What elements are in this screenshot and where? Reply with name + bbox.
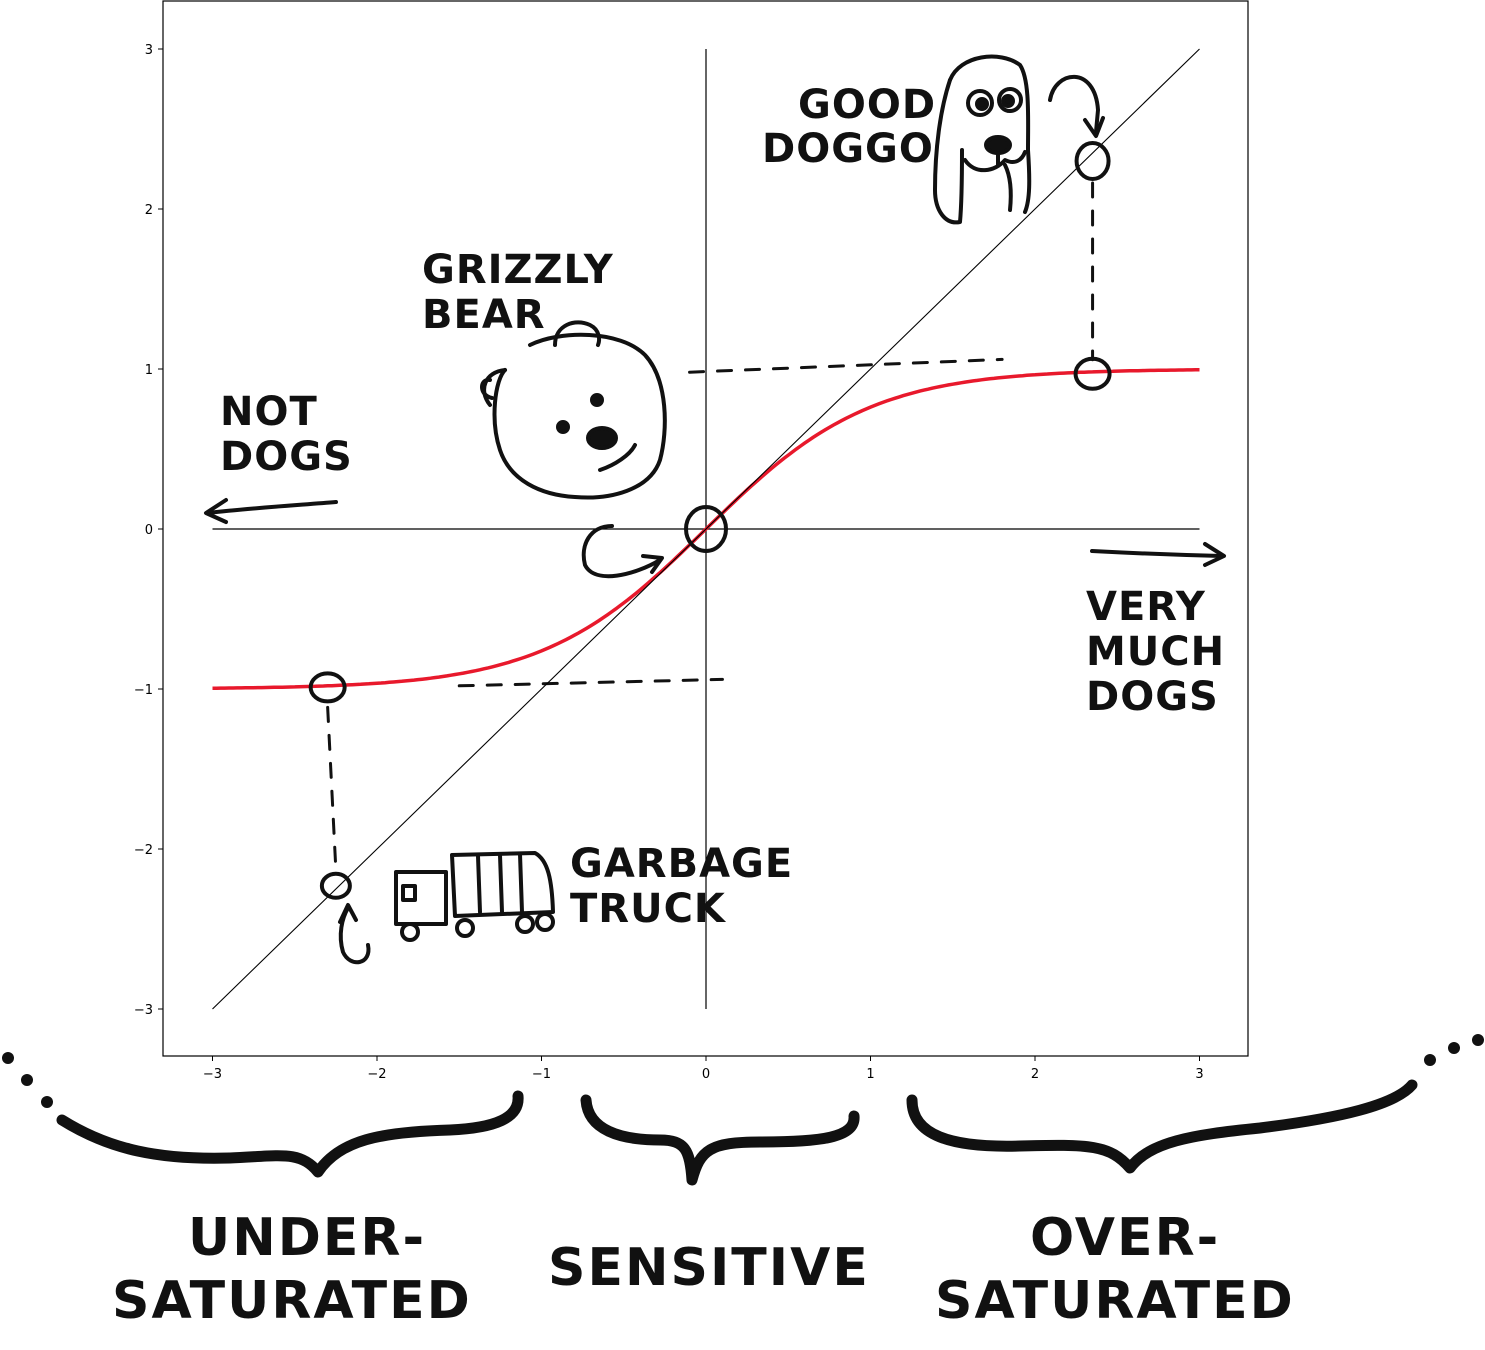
good-doggo-label-2: DOGGO [762, 126, 934, 172]
x-tick-label: 3 [1195, 1067, 1203, 1082]
grizzly-label-2: BEAR [422, 292, 546, 338]
under-saturated-label-2: SATURATED [112, 1271, 472, 1331]
very-much-dogs-label-2: MUCH [1086, 629, 1225, 675]
circle-truck-saturated [308, 671, 347, 704]
sensitive-brace [580, 1094, 860, 1186]
identity-line [212, 48, 1200, 1010]
bear-arrow [581, 524, 662, 579]
y-tick-label: 1 [145, 363, 153, 378]
y-tick-label: −3 [134, 1003, 153, 1018]
y-tick-label: 2 [145, 203, 153, 218]
circle-good-doggo [1074, 141, 1111, 181]
truck-arrow-head [338, 903, 358, 924]
grizzly-label-1: GRIZZLY [422, 247, 614, 293]
circle-dog-saturated [1073, 356, 1112, 391]
under-brace [56, 1090, 524, 1178]
sensitive-label: SENSITIVE [548, 1238, 870, 1298]
over-brace [906, 1079, 1418, 1174]
dog-arrow [1048, 74, 1100, 134]
y-tick-label: 0 [145, 523, 153, 538]
x-tick-label: 0 [702, 1067, 710, 1082]
dashed-guide-lower [457, 677, 724, 688]
right-arrow-head [1203, 542, 1226, 567]
very-much-dogs-label-3: DOGS [1086, 674, 1219, 720]
dog-icon [933, 54, 1032, 225]
bear-icon [480, 320, 667, 500]
left-arrow [206, 500, 338, 515]
dashed-guide-truck [326, 705, 338, 872]
y-tick-label: −1 [134, 683, 153, 698]
y-tick-label: −2 [134, 843, 153, 858]
x-tick-label: −1 [532, 1067, 551, 1082]
x-tick-label: 1 [866, 1067, 874, 1082]
x-tick-label: 2 [1031, 1067, 1039, 1082]
circle-origin [684, 505, 728, 553]
series-layer [212, 48, 1200, 1010]
under-saturated-label-1: UNDER- [188, 1208, 426, 1268]
over-saturated-label-2: SATURATED [935, 1271, 1295, 1331]
dashed-guide-upper [688, 357, 1004, 374]
circled-points [308, 141, 1112, 900]
not-dogs-label-1: NOT [220, 389, 318, 435]
good-doggo-label-1: GOOD [798, 82, 936, 128]
ticks: −3 −2 −1 0 1 2 3 −3 −2 −1 0 1 2 3 [134, 43, 1204, 1082]
over-saturated-label-1: OVER- [1030, 1208, 1220, 1268]
x-tick-label: −3 [203, 1067, 222, 1082]
very-much-dogs-label-1: VERY [1086, 584, 1206, 630]
not-dogs-label-2: DOGS [220, 434, 353, 480]
garbage-truck-label-2: TRUCK [570, 886, 727, 932]
right-arrow [1090, 549, 1224, 558]
dog-arrow-head [1083, 116, 1105, 138]
ellipsis-dots [2, 1034, 1484, 1108]
garbage-truck-label-1: GARBAGE [570, 841, 793, 887]
x-tick-label: −2 [367, 1067, 386, 1082]
truck-icon [394, 851, 555, 942]
left-arrow-head [204, 498, 228, 524]
circle-garbage-truck [319, 871, 352, 900]
braces [56, 1079, 1418, 1186]
dashed-guides [326, 181, 1095, 872]
y-tick-label: 3 [145, 43, 153, 58]
bear-arrow-head [641, 554, 664, 574]
